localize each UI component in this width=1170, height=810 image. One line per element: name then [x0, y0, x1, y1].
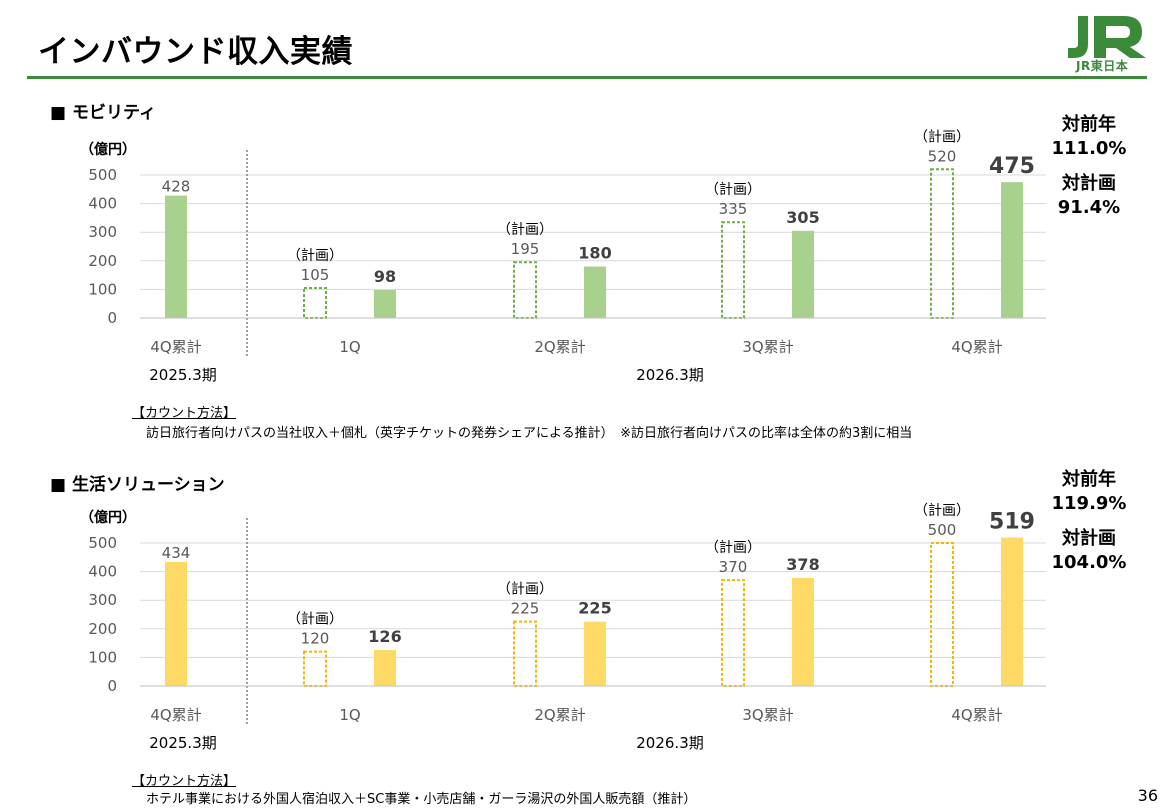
x-tick-label: 1Q	[339, 706, 360, 724]
life-solution-stats: 対前年 119.9% 対計画 104.0%	[1034, 468, 1144, 586]
count-method-label: 【カウント方法】	[132, 774, 237, 789]
plan-value-label: 500	[928, 521, 957, 539]
x-tick-label: 2Q累計	[534, 338, 585, 356]
period-label: 2026.3期	[636, 366, 704, 384]
yoy-label: 対前年	[1062, 114, 1116, 135]
plan-tag: （計画）	[705, 182, 761, 198]
x-tick-label: 2Q累計	[534, 706, 585, 724]
y-tick-label: 100	[88, 280, 117, 298]
period-label: 2025.3期	[149, 366, 217, 384]
plan-ratio-label: 対計画	[1062, 528, 1116, 549]
y-tick-label: 200	[88, 620, 117, 638]
bar-plan	[303, 650, 327, 687]
bar-plan	[303, 286, 327, 320]
bar-plan	[930, 168, 954, 319]
y-tick-label: 200	[88, 252, 117, 270]
bar-actual	[1001, 182, 1023, 318]
yoy-label: 対前年	[1062, 469, 1116, 490]
section-heading-mobility: ■ モビリティ	[50, 103, 156, 123]
actual-value-label: 475	[989, 154, 1035, 179]
bar-plan	[721, 579, 745, 687]
section-heading-life-solution: ■ 生活ソリューション	[50, 475, 225, 495]
bar-prior-year	[165, 561, 187, 686]
bar-actual	[1001, 537, 1023, 686]
period-label: 2025.3期	[149, 734, 217, 752]
logo-text: JR東日本	[1076, 59, 1129, 73]
plan-value-label: 335	[719, 200, 748, 218]
data-label: 434	[162, 544, 191, 562]
bar-prior-year	[165, 195, 187, 318]
actual-value-label: 519	[989, 510, 1035, 535]
y-axis-unit: （億円）	[80, 141, 136, 158]
x-tick-label: 3Q累計	[742, 706, 793, 724]
page-number: 36	[1137, 786, 1158, 805]
bar-plan	[513, 620, 537, 687]
bar-plan	[930, 542, 954, 687]
x-tick-label: 4Q累計	[150, 706, 201, 724]
y-tick-label: 100	[88, 648, 117, 666]
plan-tag: （計画）	[287, 248, 343, 264]
bar-actual	[792, 577, 814, 686]
mobility-stats: 対前年 111.0% 対計画 91.4%	[1034, 113, 1144, 231]
y-tick-label: 0	[107, 677, 117, 695]
plan-tag: （計画）	[914, 503, 970, 519]
actual-value-label: 126	[368, 627, 401, 646]
bar-plan	[721, 221, 745, 319]
bar-actual	[584, 266, 606, 318]
bar-actual	[374, 289, 396, 318]
yoy-value: 111.0%	[1051, 138, 1127, 159]
y-tick-label: 500	[88, 534, 117, 552]
count-method-label: 【カウント方法】	[132, 406, 237, 421]
plan-value-label: 520	[928, 147, 957, 165]
y-tick-label: 400	[88, 563, 117, 581]
bar-actual	[792, 230, 814, 318]
count-method-desc: ホテル事業における外国人宿泊収入＋SC事業・小売店舗・ガーラ湯沢の外国人販売額（…	[146, 792, 697, 807]
y-tick-label: 300	[88, 223, 117, 241]
plan-value-label: 370	[719, 558, 748, 576]
actual-value-label: 225	[578, 599, 611, 618]
yoy-value: 119.9%	[1051, 493, 1127, 514]
bar-plan	[513, 261, 537, 319]
jr-east-logo	[1068, 16, 1146, 58]
plan-tag: （計画）	[705, 540, 761, 556]
actual-value-label: 305	[786, 208, 819, 227]
y-tick-label: 0	[107, 309, 117, 327]
y-tick-label: 500	[88, 166, 117, 184]
y-tick-label: 400	[88, 195, 117, 213]
actual-value-label: 378	[786, 555, 819, 574]
plan-value-label: 225	[511, 600, 540, 618]
x-tick-label: 4Q累計	[951, 706, 1002, 724]
plan-ratio-value: 104.0%	[1051, 552, 1127, 573]
mobility-chart: 0 100 200 300 400 500 （億円） 4Q累計 1Q 2Q累計 3Q累計 4Q累計 20…	[80, 129, 1046, 384]
y-axis-unit: （億円）	[80, 509, 136, 526]
plan-tag: （計画）	[497, 582, 553, 598]
period-label: 2026.3期	[636, 734, 704, 752]
title-divider	[27, 76, 1147, 79]
x-tick-label: 4Q累計	[951, 338, 1002, 356]
x-tick-label: 3Q累計	[742, 338, 793, 356]
plan-ratio-label: 対計画	[1062, 173, 1116, 194]
y-tick-label: 300	[88, 591, 117, 609]
plan-tag: （計画）	[914, 129, 970, 145]
count-method-desc: 訪日旅行者向けパスの当社収入＋個札（英字チケットの発券シェアによる推計） ※訪日…	[146, 426, 913, 441]
x-tick-label: 4Q累計	[150, 338, 201, 356]
bar-actual	[374, 649, 396, 686]
plan-value-label: 105	[301, 266, 330, 284]
page-title: インバウンド収入実績	[38, 34, 353, 70]
plan-tag: （計画）	[287, 612, 343, 628]
bar-actual	[584, 621, 606, 686]
plan-tag: （計画）	[497, 222, 553, 238]
data-label: 428	[162, 178, 191, 196]
life-solution-chart: 0 100 200 300 400 500 （億円） 4Q累計 1Q 2Q累計 3Q累計 4Q累計 20…	[80, 503, 1046, 752]
plan-value-label: 120	[301, 630, 330, 648]
actual-value-label: 98	[374, 267, 396, 286]
x-tick-label: 1Q	[339, 338, 360, 356]
plan-value-label: 195	[511, 240, 540, 258]
plan-ratio-value: 91.4%	[1057, 197, 1121, 218]
actual-value-label: 180	[578, 244, 611, 263]
